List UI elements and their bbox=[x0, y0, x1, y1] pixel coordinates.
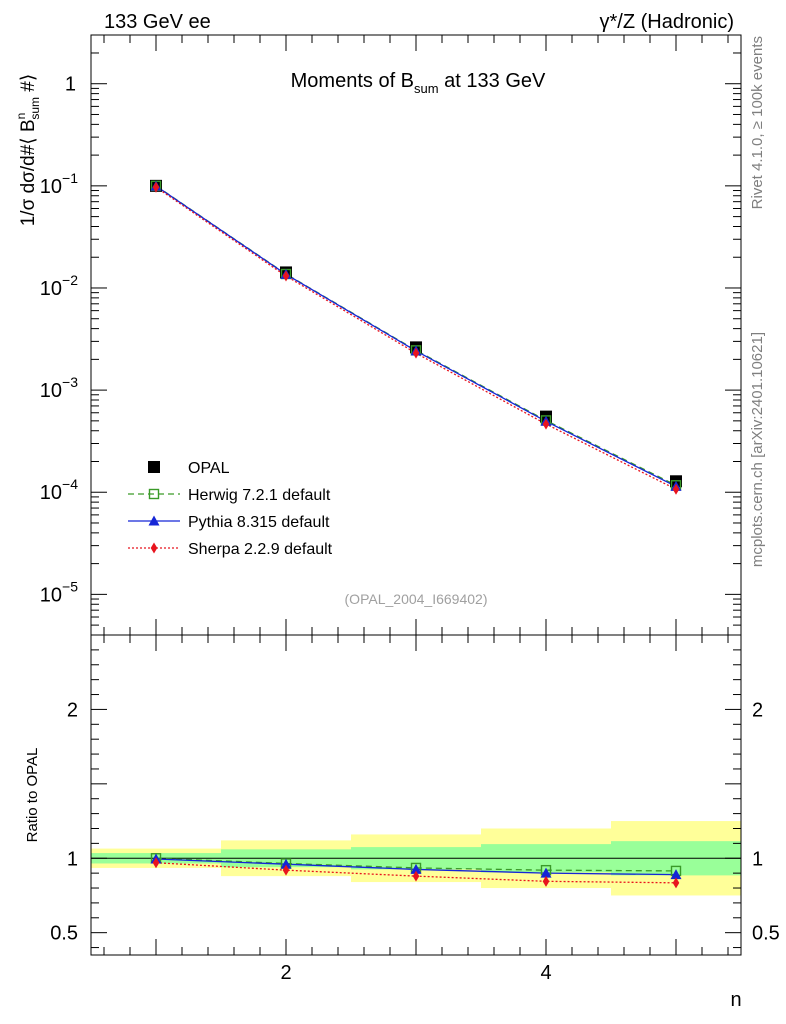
point-sherpa bbox=[152, 181, 160, 193]
main-title: Moments of Bsum at 133 GeV bbox=[291, 70, 546, 96]
legend-marker-herwig bbox=[148, 488, 160, 500]
main-plot: 1 10−1 10−2 10−3 10−4 10−5 bbox=[40, 34, 742, 636]
xlabel: n bbox=[730, 989, 741, 1011]
legend: OPAL Herwig 7.2.1 default Pythia 8.315 def… bbox=[128, 460, 333, 558]
point-sherpa bbox=[672, 483, 680, 495]
series-line-herwig bbox=[155, 185, 677, 486]
ratio-point-sherpa bbox=[542, 875, 550, 887]
legend-label-pythia: Pythia 8.315 default bbox=[188, 514, 330, 531]
main-ylabel: 1/σ dσ/d#⟨ Bnsum #⟩ bbox=[14, 74, 42, 227]
ratio-frame bbox=[90, 634, 742, 956]
ratio-point-sherpa bbox=[282, 864, 290, 876]
ratio-y-tick-label-right: 0.5 bbox=[752, 923, 780, 945]
ratio-point-pythia bbox=[540, 867, 552, 878]
point-sherpa bbox=[542, 418, 550, 430]
ratio-point-sherpa bbox=[152, 857, 160, 869]
ratio-ylabel: Ratio to OPAL bbox=[24, 748, 41, 843]
legend-label-sherpa: Sherpa 2.2.9 default bbox=[188, 541, 333, 558]
x-tick-label: 2 bbox=[280, 962, 291, 984]
mcplots-label: mcplots.cern.ch [arXiv:2401.10621] bbox=[749, 332, 766, 567]
legend-marker-opal bbox=[148, 461, 160, 473]
series-line-pythia bbox=[155, 185, 677, 488]
legend-label-opal: OPAL bbox=[188, 460, 230, 477]
header-right: γ*/Z (Hadronic) bbox=[600, 11, 734, 33]
y-tick-label: 1 bbox=[65, 74, 76, 96]
rivet-label: Rivet 4.1.0, ≥ 100k events bbox=[749, 36, 766, 209]
ratio-point-pythia bbox=[280, 858, 292, 869]
y-tick-label: 10−1 bbox=[40, 170, 78, 198]
legend-label-herwig: Herwig 7.2.1 default bbox=[188, 487, 331, 504]
watermark: (OPAL_2004_I669402) bbox=[345, 591, 488, 607]
legend-marker-sherpa bbox=[150, 542, 158, 554]
point-sherpa bbox=[412, 347, 420, 359]
x-tick-label: 4 bbox=[540, 962, 551, 984]
ratio-point-sherpa bbox=[412, 870, 420, 882]
ratio-point-pythia bbox=[410, 863, 422, 874]
series-line-sherpa bbox=[155, 186, 677, 490]
header-left: 133 GeV ee bbox=[104, 11, 211, 33]
ratio-y-tick-label-right: 2 bbox=[752, 699, 763, 721]
ratio-y-tick-label-right: 1 bbox=[752, 848, 763, 870]
ratio-plot: 0.5 0.5 1 1 2 2 2 4 bbox=[50, 634, 780, 984]
y-tick-label: 10−2 bbox=[40, 272, 78, 300]
y-tick-label: 10−3 bbox=[40, 374, 78, 402]
y-tick-label: 10−4 bbox=[40, 476, 78, 504]
y-tick-label: 10−5 bbox=[40, 578, 78, 606]
point-sherpa bbox=[282, 270, 290, 282]
ratio-point-pythia bbox=[670, 869, 682, 880]
ratio-y-tick-label-left: 0.5 bbox=[50, 923, 78, 945]
ratio-point-sherpa bbox=[672, 877, 680, 889]
ratio-y-tick-label-left: 2 bbox=[67, 699, 78, 721]
legend-marker-pythia bbox=[148, 515, 160, 526]
ratio-y-tick-label-left: 1 bbox=[67, 848, 78, 870]
